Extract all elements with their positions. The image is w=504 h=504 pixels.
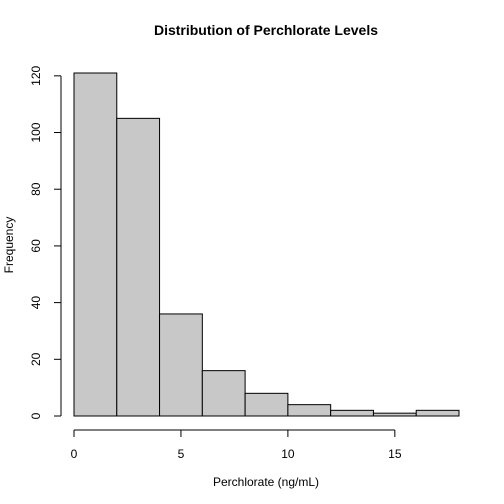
- x-axis-label: Perchlorate (ng/mL): [213, 475, 319, 489]
- histogram-bar: [244, 392, 289, 417]
- x-tick-label: 5: [178, 447, 185, 461]
- y-tick-label: 120: [29, 66, 43, 86]
- histogram-bar: [372, 412, 417, 417]
- y-tick-label: 80: [29, 182, 43, 196]
- y-tick-label: 20: [29, 352, 43, 366]
- histogram-bar: [159, 313, 203, 417]
- histogram-bar: [116, 117, 161, 417]
- x-tick-label: 15: [388, 447, 402, 461]
- histogram-bar: [73, 72, 118, 417]
- y-tick-label: 100: [29, 122, 43, 142]
- x-tick-label: 0: [71, 447, 78, 461]
- bars-group: [73, 72, 460, 417]
- x-tick-label: 10: [281, 447, 295, 461]
- y-axis-label: Frequency: [2, 217, 16, 274]
- y-tick-label: 40: [29, 296, 43, 310]
- histogram-bar: [201, 370, 246, 417]
- y-tick-label: 60: [29, 239, 43, 253]
- histogram-bar: [415, 409, 460, 417]
- histogram-bar: [287, 404, 332, 417]
- y-axis: 0 20 40 60 80 100 120: [29, 66, 62, 419]
- y-tick-label: 0: [29, 412, 43, 419]
- histogram-bar: [330, 409, 374, 417]
- x-axis: 0 5 10 15: [71, 429, 402, 461]
- chart-title: Distribution of Perchlorate Levels: [154, 22, 378, 38]
